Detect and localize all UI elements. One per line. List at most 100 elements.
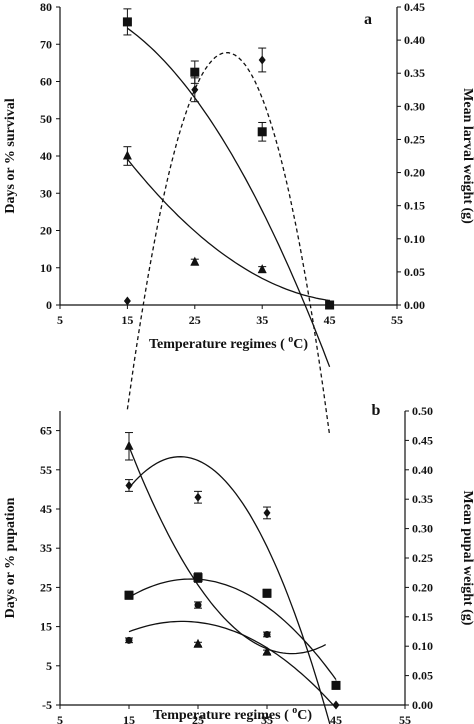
x-axis-label: Temperature regimes ( oC) [153, 705, 312, 723]
y-tick-label: 50 [40, 112, 52, 126]
x-tick-label: 5 [57, 313, 63, 327]
chart-panel-b: 5 15 25 35 45 55 -5 5 15 25 35 45 55 65 0.00 0.05 0.10 0.… [3, 402, 474, 724]
y-tick-label: 35 [40, 541, 52, 555]
fit-curve-triangle [126, 158, 330, 302]
data-point-square [193, 573, 203, 583]
y-tick-label: 20 [40, 224, 52, 238]
y2-tick-label: 0.25 [404, 132, 425, 146]
data-point-triangle [122, 150, 132, 160]
y-tick-label: 30 [40, 186, 52, 200]
series-diamond [123, 47, 334, 436]
data-point-diamond [123, 296, 131, 306]
series-triangle [122, 146, 335, 309]
y-tick-label: 60 [40, 75, 52, 89]
data-point-triangle [190, 256, 200, 266]
data-point-circle [263, 630, 271, 638]
data-point-diamond [258, 55, 266, 65]
x-axis-label-text: Temperature regimes ( [153, 708, 292, 723]
data-point-square [262, 588, 272, 598]
y2-tick-label: 0.05 [412, 669, 433, 683]
data-point-circle [125, 636, 133, 644]
x-axis-label: Temperature regimes ( oC) [149, 334, 308, 352]
fit-curve-circle [128, 620, 337, 709]
y2-tick-label: 0.20 [412, 580, 433, 594]
x-axis-label-unit: C) [297, 708, 312, 723]
series-circle [125, 601, 340, 709]
y-tick-label: 0 [46, 298, 52, 312]
y2-tick-label: 0.40 [404, 33, 425, 47]
x-tick-label: 35 [256, 313, 268, 327]
y2-tick-label: 0.45 [404, 0, 425, 14]
data-point-circle [332, 681, 340, 689]
data-point-square [124, 590, 134, 600]
data-point-triangle [262, 646, 272, 656]
x-axis-label-unit: C) [293, 337, 308, 352]
x-tick-label: 5 [57, 713, 63, 724]
x-axis-label-degree: o [288, 334, 293, 345]
y2-tick-label: 0.10 [404, 232, 425, 246]
y2-tick-label: 0.35 [412, 492, 433, 506]
data-point-diamond [125, 480, 133, 490]
fit-curve-diamond [128, 456, 331, 724]
y-tick-label: 55 [40, 463, 52, 477]
y2-tick-label: 0.20 [404, 166, 425, 180]
y-tick-label: 25 [40, 580, 52, 594]
x-tick-label: 25 [189, 313, 201, 327]
data-point-square [257, 127, 267, 137]
y-tick-label: 40 [40, 149, 52, 163]
y2-tick-label: 0.05 [404, 265, 425, 279]
y2-tick-label: 0.50 [412, 404, 433, 418]
x-axis-label-degree: o [292, 705, 297, 716]
y2-tick-label: 0.40 [412, 463, 433, 477]
x-tick-label: 45 [330, 713, 342, 724]
y2-tick-label: 0.25 [412, 551, 433, 565]
y-tick-label: -5 [42, 698, 52, 712]
y2-tick-label: 0.15 [412, 610, 433, 624]
x-tick-label: 15 [123, 713, 135, 724]
y2-axis-label: Mean larval weight (g) [460, 88, 474, 224]
x-tick-label: 35 [261, 713, 273, 724]
y2-tick-label: 0.15 [404, 199, 425, 213]
data-point-circle [194, 601, 202, 609]
panel-label: b [372, 402, 381, 419]
x-tick-label: 55 [391, 313, 403, 327]
data-point-diamond [263, 508, 271, 518]
y2-tick-label: 0.45 [412, 433, 433, 447]
y-tick-label: 15 [40, 620, 52, 634]
fit-curve-diamond [126, 52, 331, 436]
data-point-triangle [193, 638, 203, 648]
data-point-diamond [194, 492, 202, 502]
data-point-diamond [332, 700, 340, 710]
x-tick-label: 55 [399, 713, 411, 724]
y-axis-label: Days or % survival [3, 98, 18, 213]
x-tick-label: 15 [121, 313, 133, 327]
x-tick-label: 45 [324, 313, 336, 327]
y-tick-label: 45 [40, 502, 52, 516]
fit-curve-square [127, 27, 331, 368]
data-point-diamond [191, 85, 199, 95]
y-tick-label: 80 [40, 0, 52, 14]
y2-tick-label: 0.00 [404, 298, 425, 312]
y-tick-label: 10 [40, 261, 52, 275]
y2-tick-label: 0.30 [412, 522, 433, 536]
y-tick-label: 70 [40, 37, 52, 51]
series-square [122, 8, 335, 368]
y2-tick-label: 0.10 [412, 639, 433, 653]
fit-curve-square [128, 578, 337, 680]
data-point-square [190, 67, 200, 77]
y-tick-label: 65 [40, 424, 52, 438]
y2-axis-label: Mean pupal weight (g) [460, 491, 474, 626]
y2-tick-label: 0.30 [404, 99, 425, 113]
data-point-diamond [326, 300, 334, 310]
y2-tick-label: 0.35 [404, 66, 425, 80]
series-diamond [125, 456, 340, 724]
x-tick-label: 25 [192, 713, 204, 724]
y-axis-label: Days or % pupation [3, 497, 18, 618]
data-point-triangle [257, 264, 267, 274]
x-axis-label-text: Temperature regimes ( [149, 337, 288, 352]
data-point-triangle [124, 440, 134, 450]
series-square [124, 572, 341, 690]
chart-panel-a: 5 15 25 35 45 55 0 10 20 30 40 50 60 70 80 0.00 0.05 0.10… [3, 0, 474, 436]
y2-tick-label: 0.00 [412, 698, 433, 712]
